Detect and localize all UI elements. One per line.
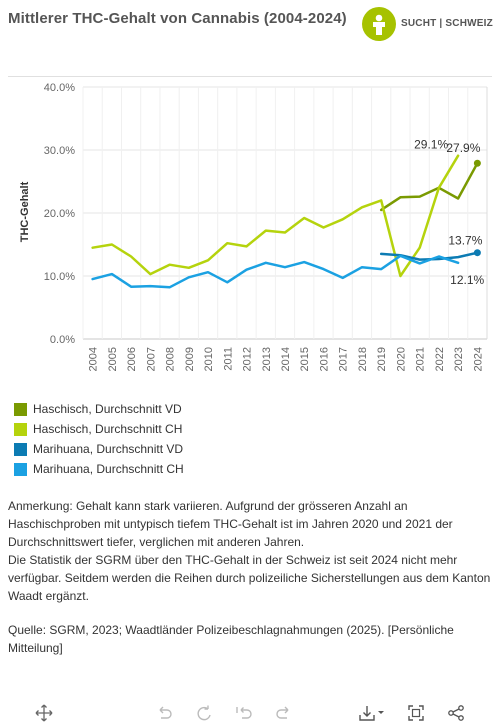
logo-icon bbox=[362, 7, 396, 41]
legend-swatch bbox=[14, 422, 27, 436]
line-chart: THC-Gehalt 0.0% 10.0% 20.0% 30.0% 40.0% 2004… bbox=[19, 82, 488, 371]
x-tick-label: 2008 bbox=[165, 347, 177, 371]
x-tick-label: 2009 bbox=[184, 347, 196, 371]
divider bbox=[8, 76, 492, 77]
undo-icon[interactable] bbox=[155, 704, 173, 722]
y-ticks: 0.0% 10.0% 20.0% 30.0% 40.0% bbox=[44, 82, 75, 346]
data-label: 27.9% bbox=[446, 141, 480, 155]
data-label: 12.1% bbox=[450, 273, 484, 287]
y-tick-label: 10.0% bbox=[44, 271, 75, 283]
y-tick-label: 0.0% bbox=[50, 334, 75, 346]
x-tick-label: 2006 bbox=[126, 347, 138, 371]
x-ticks: 2004 2005 2006 2007 2008 2009 2010 2011 2012 2013… bbox=[88, 347, 485, 371]
legend-swatch bbox=[14, 402, 27, 416]
note: Anmerkung: Gehalt kann stark variieren. … bbox=[8, 497, 492, 605]
series-point[interactable] bbox=[473, 159, 481, 167]
y-tick-label: 30.0% bbox=[44, 145, 75, 157]
logo[interactable]: SUCHT | SCHWEIZ bbox=[362, 7, 493, 41]
note-paragraph-1: Anmerkung: Gehalt kann stark variieren. … bbox=[8, 499, 453, 549]
data-label: 13.7% bbox=[448, 234, 482, 248]
legend-label: Haschisch, Durchschnitt VD bbox=[33, 402, 182, 416]
x-tick-label: 2022 bbox=[434, 347, 446, 371]
x-tick-label: 2019 bbox=[376, 347, 388, 371]
move-icon[interactable] bbox=[35, 704, 53, 722]
chart-title: Mittlerer THC-Gehalt von Cannabis (2004-… bbox=[8, 10, 347, 27]
legend-label: Marihuana, Durchschnitt VD bbox=[33, 442, 184, 456]
x-tick-label: 2014 bbox=[280, 347, 292, 371]
fullscreen-icon[interactable] bbox=[407, 704, 425, 722]
x-tick-label: 2018 bbox=[357, 347, 369, 371]
x-tick-label: 2017 bbox=[338, 347, 350, 371]
legend-label: Haschisch, Durchschnitt CH bbox=[33, 422, 183, 436]
logo-text: SUCHT | SCHWEIZ bbox=[401, 18, 493, 29]
x-tick-label: 2012 bbox=[242, 347, 254, 371]
grid bbox=[82, 86, 488, 340]
series-point[interactable] bbox=[473, 249, 481, 257]
series-line[interactable] bbox=[91, 254, 460, 289]
data-labels: 27.9%29.1% 13.7% 12.1% bbox=[414, 138, 484, 287]
y-tick-label: 40.0% bbox=[44, 82, 75, 94]
x-tick-label: 2016 bbox=[318, 347, 330, 371]
legend-item-mari-vd[interactable]: Marihuana, Durchschnitt VD bbox=[14, 439, 184, 459]
x-tick-label: 2011 bbox=[222, 347, 234, 371]
download-icon[interactable] bbox=[358, 704, 386, 722]
share-icon[interactable] bbox=[447, 704, 465, 722]
series bbox=[91, 154, 481, 289]
x-tick-label: 2010 bbox=[203, 347, 215, 371]
x-tick-label: 2020 bbox=[395, 347, 407, 371]
y-tick-label: 20.0% bbox=[44, 208, 75, 220]
source: Quelle: SGRM, 2023; Waadtländer Polizeib… bbox=[8, 623, 454, 655]
x-tick-label: 2004 bbox=[88, 347, 100, 371]
legend-item-mari-ch[interactable]: Marihuana, Durchschnitt CH bbox=[14, 459, 184, 479]
x-tick-label: 2021 bbox=[415, 347, 427, 371]
redo-forward-icon[interactable] bbox=[275, 704, 293, 722]
redo-icon[interactable] bbox=[195, 704, 213, 722]
legend-swatch bbox=[14, 442, 27, 456]
note-paragraph-2: Die Statistik der SGRM über den THC-Geha… bbox=[8, 553, 491, 603]
legend-item-hash-ch[interactable]: Haschisch, Durchschnitt CH bbox=[14, 419, 184, 439]
x-tick-label: 2007 bbox=[145, 347, 157, 371]
series-line[interactable] bbox=[379, 161, 479, 212]
legend-label: Marihuana, Durchschnitt CH bbox=[33, 462, 184, 476]
reset-icon[interactable] bbox=[235, 704, 253, 722]
x-tick-label: 2005 bbox=[107, 347, 119, 371]
toolbar bbox=[0, 700, 500, 727]
x-tick-label: 2023 bbox=[453, 347, 465, 371]
legend-swatch bbox=[14, 462, 27, 476]
y-axis-label: THC-Gehalt bbox=[19, 181, 31, 242]
x-tick-label: 2024 bbox=[472, 347, 484, 371]
legend: Haschisch, Durchschnitt VD Haschisch, Du… bbox=[14, 399, 184, 479]
data-label: 29.1% bbox=[414, 138, 448, 152]
legend-item-hash-vd[interactable]: Haschisch, Durchschnitt VD bbox=[14, 399, 184, 419]
series-line[interactable] bbox=[91, 154, 460, 278]
x-tick-label: 2015 bbox=[299, 347, 311, 371]
x-tick-label: 2013 bbox=[261, 347, 273, 371]
